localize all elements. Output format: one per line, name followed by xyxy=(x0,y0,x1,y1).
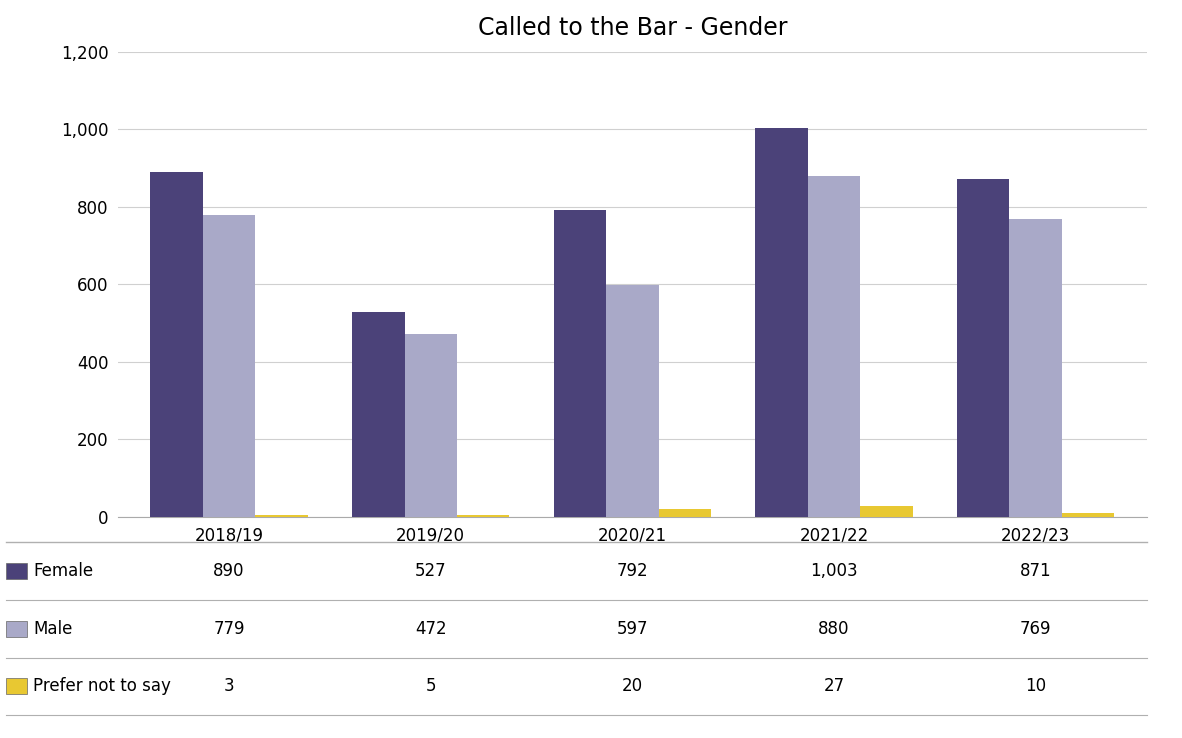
Text: Male: Male xyxy=(33,620,72,638)
Bar xyxy=(553,210,606,517)
Bar xyxy=(860,506,913,517)
Bar xyxy=(807,176,860,517)
Text: 769: 769 xyxy=(1020,620,1052,638)
Title: Called to the Bar - Gender: Called to the Bar - Gender xyxy=(478,16,787,40)
Text: 597: 597 xyxy=(617,620,648,638)
Text: 472: 472 xyxy=(415,620,447,638)
Text: 20: 20 xyxy=(622,677,643,695)
Text: 871: 871 xyxy=(1020,562,1052,580)
Bar xyxy=(755,128,807,517)
Bar xyxy=(457,514,509,517)
Text: 1,003: 1,003 xyxy=(810,562,858,580)
Bar xyxy=(1009,218,1061,517)
Text: Female: Female xyxy=(33,562,93,580)
Text: Prefer not to say: Prefer not to say xyxy=(33,677,171,695)
Text: 890: 890 xyxy=(213,562,245,580)
Text: 5: 5 xyxy=(426,677,436,695)
Text: 3: 3 xyxy=(223,677,234,695)
Text: 792: 792 xyxy=(617,562,648,580)
Text: 527: 527 xyxy=(415,562,447,580)
Bar xyxy=(606,286,658,517)
Bar xyxy=(658,509,712,517)
Bar xyxy=(150,172,203,517)
Text: 779: 779 xyxy=(213,620,245,638)
Bar xyxy=(957,179,1009,517)
Bar xyxy=(1061,513,1115,517)
Bar xyxy=(404,334,457,517)
Bar xyxy=(255,515,307,517)
Bar xyxy=(352,312,404,517)
Text: 27: 27 xyxy=(824,677,845,695)
Text: 880: 880 xyxy=(818,620,850,638)
Bar xyxy=(203,215,255,517)
Text: 10: 10 xyxy=(1025,677,1046,695)
